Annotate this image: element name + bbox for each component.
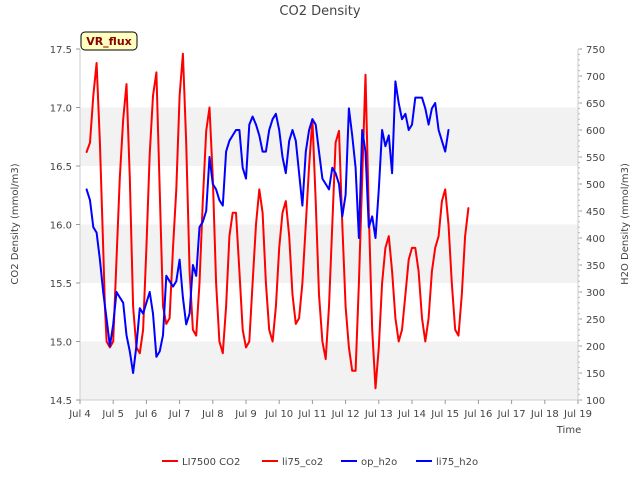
x-tick-label: Jul 14 (397, 409, 426, 420)
x-tick-label: Jul 11 (297, 409, 326, 420)
y-right-tick-label: 200 (586, 342, 605, 353)
legend-label: li75_h2o (436, 457, 478, 468)
y-right-tick-label: 250 (586, 315, 605, 326)
x-tick-label: Jul 19 (563, 409, 592, 420)
y-left-tick-label: 17.0 (50, 104, 72, 115)
x-tick-label: Jul 13 (364, 409, 393, 420)
y-right-tick-label: 650 (586, 99, 605, 110)
x-tick-label: Jul 7 (168, 409, 191, 420)
y-right-tick-label: 500 (586, 180, 605, 191)
grid-band (80, 224, 578, 283)
y-right-tick-label: 400 (586, 234, 605, 245)
legend: LI7500 CO2 li75_co2 op_h2o li75_h2o (162, 457, 478, 468)
y-right-tick-label: 350 (586, 261, 605, 272)
y-left-tick-label: 16.5 (50, 162, 72, 173)
x-tick-label: Jul 15 (430, 409, 459, 420)
series-line-li75-co2 (85, 52, 470, 390)
y-left-tick-label: 17.5 (50, 45, 72, 56)
axes: Jul 4 Jul 5 Jul 6 Jul 7 Jul 8 Jul 9 Jul 10 Jul … (50, 45, 605, 420)
y-right-axis-label: H2O Density (mmol/m3) (620, 163, 631, 285)
x-tick-label: Jul 12 (331, 409, 360, 420)
x-tick-label: Jul 5 (101, 409, 124, 420)
legend-label: li75_co2 (282, 457, 323, 468)
y-left-tick-label: 14.5 (50, 396, 72, 407)
x-tick-label: Jul 6 (135, 409, 158, 420)
x-tick-label: Jul 18 (530, 409, 559, 420)
chart-title: CO2 Density (279, 4, 360, 19)
y-left-tick-label: 15.5 (50, 279, 72, 290)
y-left-axis-label: CO2 Density (mmol/m3) (10, 163, 21, 284)
y-left-tick-label: 16.0 (50, 221, 72, 232)
annotation-label: VR_flux (86, 35, 132, 48)
y-right-tick-label: 300 (586, 288, 605, 299)
x-tick-label: Jul 16 (463, 409, 492, 420)
x-tick-label: Jul 8 (201, 409, 224, 420)
y-right-tick-label: 150 (586, 369, 605, 380)
y-right-tick-label: 750 (586, 45, 605, 56)
annotation-box: VR_flux (80, 31, 138, 51)
y-right-tick-label: 100 (586, 396, 605, 407)
legend-label: op_h2o (361, 457, 397, 468)
x-axis-label: Time (556, 425, 581, 436)
y-right-tick-label: 600 (586, 126, 605, 137)
grid-band (80, 341, 578, 400)
y-right-tick-label: 550 (586, 153, 605, 164)
y-left-tick-label: 15.0 (50, 338, 72, 349)
grid-bands (80, 49, 578, 400)
x-tick-label: Jul 10 (264, 409, 293, 420)
y-right-tick-label: 450 (586, 207, 605, 218)
series-line-li75-h2o (85, 80, 450, 374)
legend-label: LI7500 CO2 (182, 457, 240, 468)
x-tick-label: Jul 17 (497, 409, 526, 420)
grid-band (80, 107, 578, 166)
y-right-tick-label: 700 (586, 72, 605, 83)
x-tick-label: Jul 4 (68, 409, 91, 420)
x-tick-label: Jul 9 (234, 409, 257, 420)
series-layer (85, 52, 470, 390)
